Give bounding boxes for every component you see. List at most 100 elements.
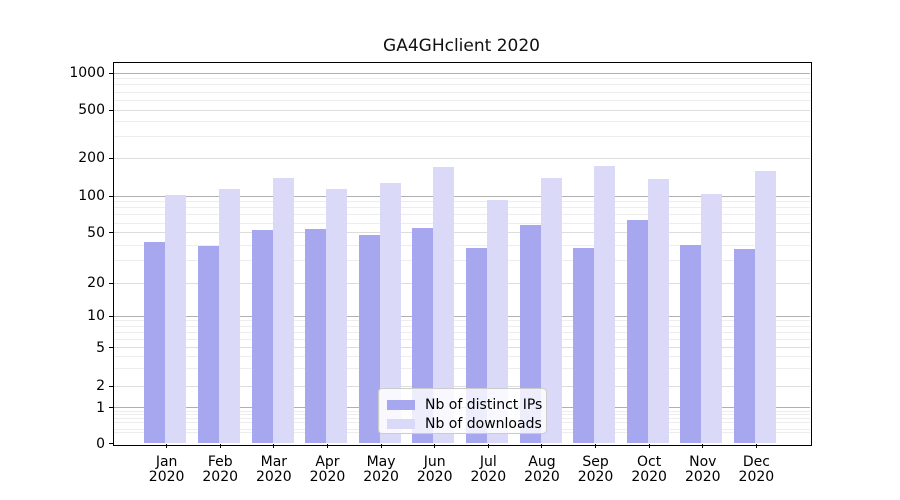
y-tick-mark-200 (109, 157, 113, 159)
legend-label-distinct-ips: Nb of distinct IPs (425, 396, 543, 413)
y-tick-label-50: 50 (87, 224, 105, 241)
x-tick-mark-aug (541, 444, 543, 448)
x-tick-year: 2020 (524, 468, 560, 485)
x-tick-year: 2020 (363, 468, 399, 485)
x-tick-label-mar: Mar 2020 (244, 453, 304, 485)
x-tick-year: 2020 (738, 468, 775, 485)
y-tick-label-1000: 1000 (69, 65, 105, 81)
x-tick-label-jul: Jul 2020 (458, 453, 518, 485)
y-tick-label-0: 0 (96, 435, 105, 452)
bar-downloads-sep (594, 166, 616, 444)
x-tick-label-jun: Jun 2020 (405, 453, 465, 485)
x-tick-mark-feb (219, 444, 221, 448)
x-tick-mark-mar (273, 444, 275, 448)
major-gridline-10 (113, 315, 810, 317)
y-tick-label-200: 200 (78, 150, 105, 167)
minor-gridline-6 (113, 338, 810, 340)
bar-downloads-may (379, 182, 401, 444)
major-gridline-1000 (113, 72, 810, 74)
legend-row-distinct-ips: Nb of distinct IPs (379, 395, 546, 414)
minor-gridline-900 (113, 78, 810, 80)
x-tick-mark-oct (648, 444, 650, 448)
x-tick-year: 2020 (684, 468, 721, 485)
mid-gridline-500 (113, 109, 810, 111)
x-tick-mark-dec (755, 444, 757, 448)
bar-downloads-jun (433, 167, 455, 444)
x-tick-month: Apr (315, 453, 340, 470)
bar-distinct-ips-feb (197, 246, 219, 444)
minor-gridline-8 (113, 325, 810, 327)
x-tick-mark-sep (595, 444, 597, 448)
x-tick-label-nov: Nov 2020 (673, 453, 733, 485)
minor-gridline-700 (113, 91, 810, 93)
x-tick-month: Sep (582, 453, 609, 470)
minor-gridline-60 (113, 222, 810, 224)
x-tick-month: Feb (207, 453, 233, 470)
x-tick-label-sep: Sep 2020 (566, 453, 626, 485)
x-tick-year: 2020 (309, 468, 346, 485)
minor-gridline-40 (113, 244, 810, 246)
x-tick-month: Jun (423, 453, 446, 470)
minor-gridline-90 (113, 201, 810, 203)
x-tick-month: Nov (689, 453, 717, 470)
y-tick-mark-50 (109, 232, 113, 234)
bar-distinct-ips-dec (734, 249, 756, 444)
x-tick-mark-may (380, 444, 382, 448)
bar-distinct-ips-apr (305, 228, 327, 444)
x-tick-label-may: May 2020 (351, 454, 411, 485)
x-tick-mark-jan (166, 444, 168, 448)
y-tick-mark-0 (109, 443, 113, 444)
minor-gridline-4 (113, 356, 810, 358)
y-tick-mark-10 (109, 315, 113, 317)
y-tick-mark-20 (109, 282, 113, 284)
chart-title: GA4GHclient 2020 (383, 36, 540, 56)
minor-gridline-800 (113, 84, 810, 86)
legend-row-downloads: Nb of downloads (379, 414, 546, 433)
bar-downloads-dec (755, 171, 777, 444)
legend-swatch-distinct-ips (387, 399, 415, 410)
bar-downloads-jan (165, 194, 187, 444)
minor-gridline-3 (113, 368, 810, 370)
minor-gridline-600 (113, 99, 810, 101)
y-tick-label-500: 500 (78, 102, 105, 118)
x-tick-month: Oct (637, 453, 662, 470)
minor-gridline-9 (113, 320, 810, 322)
legend: Nb of distinct IPs Nb of downloads (378, 388, 547, 434)
bar-distinct-ips-mar (251, 229, 273, 444)
bar-downloads-nov (701, 193, 723, 444)
x-tick-year: 2020 (148, 468, 185, 485)
bar-distinct-ips-nov (680, 245, 702, 444)
x-tick-mark-apr (326, 444, 328, 448)
x-tick-year: 2020 (470, 468, 507, 485)
y-tick-label-100: 100 (78, 188, 105, 204)
x-tick-label-apr: Apr 2020 (297, 453, 357, 485)
x-tick-mark-jul (487, 444, 489, 448)
bar-downloads-feb (218, 189, 240, 444)
mid-gridline-20 (113, 282, 810, 284)
bar-downloads-mar (272, 177, 294, 444)
minor-gridline-300 (113, 136, 810, 138)
bar-distinct-ips-sep (573, 247, 595, 444)
x-tick-month: Dec (742, 453, 770, 470)
y-tick-mark-500 (109, 109, 113, 111)
x-tick-year: 2020 (631, 468, 667, 485)
mid-gridline-50 (113, 232, 810, 234)
x-tick-year: 2020 (577, 468, 614, 485)
x-tick-month: Mar (260, 453, 288, 470)
legend-label-downloads: Nb of downloads (425, 415, 542, 432)
major-gridline-100 (113, 195, 810, 197)
x-tick-month: Jan (155, 453, 178, 470)
mid-gridline-200 (113, 157, 810, 159)
y-tick-label-5: 5 (96, 339, 105, 356)
x-tick-label-dec: Dec 2020 (726, 453, 786, 485)
minor-gridline-400 (113, 121, 810, 123)
y-tick-label-10: 10 (87, 308, 105, 324)
bar-downloads-jul (487, 199, 508, 444)
x-tick-year: 2020 (202, 468, 239, 485)
y-tick-mark-100 (109, 195, 113, 197)
y-tick-label-1: 1 (96, 399, 105, 416)
bar-distinct-ips-may (358, 234, 380, 444)
x-tick-month: Jul (479, 453, 497, 470)
bar-downloads-aug (540, 178, 562, 444)
